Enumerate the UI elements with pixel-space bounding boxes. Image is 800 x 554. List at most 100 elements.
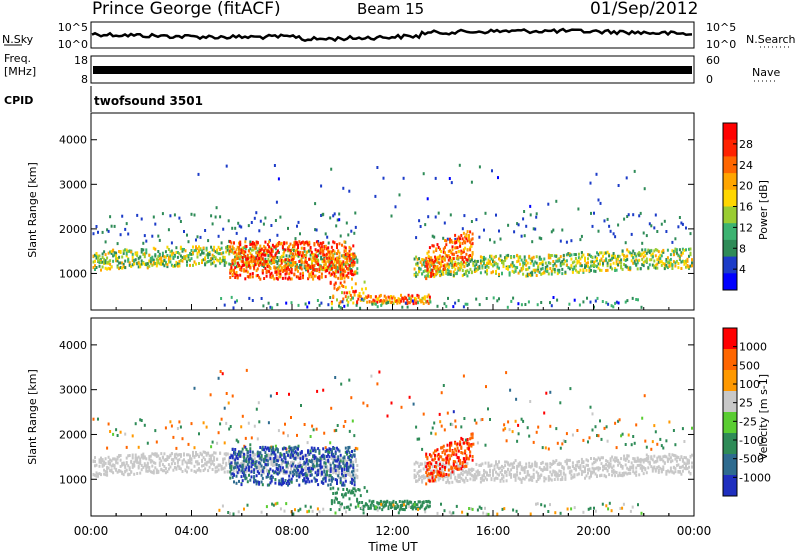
data-cell [674,470,677,474]
data-cell [297,462,300,466]
data-cell [615,459,618,463]
data-cell [659,257,662,261]
data-cell [332,270,335,274]
data-cell [294,472,297,476]
data-cell [564,460,567,464]
data-cell [217,259,220,263]
data-cell [582,253,585,257]
data-cell [253,267,256,271]
data-cell [290,271,293,275]
data-cell [432,244,435,248]
data-cell [276,472,279,476]
data-cell [149,257,152,260]
data-cell [250,260,253,264]
data-cell [243,251,245,255]
data-cell [222,461,225,465]
data-cell [666,260,669,264]
data-cell [210,262,213,266]
data-cell [656,266,659,270]
data-cell [334,469,337,473]
data-cell [351,419,354,423]
data-cell [161,456,164,460]
data-cell [356,474,359,478]
data-cell [519,262,522,266]
data-cell [234,272,237,276]
data-cell [293,472,296,476]
data-cell [192,454,194,458]
data-cell [332,467,335,471]
data-cell [262,222,265,226]
data-cell [226,470,229,474]
data-cell [151,255,154,259]
data-cell [629,251,632,255]
data-cell [154,466,157,470]
data-cell [471,242,474,246]
data-cell [94,460,96,463]
data-cell [320,214,323,217]
data-cell [470,180,473,184]
data-cell [220,246,223,250]
data-cell [333,212,336,216]
data-cell [577,252,580,256]
data-cell [511,261,514,265]
data-cell [268,483,271,487]
data-cell [630,252,633,256]
data-cell [92,260,95,264]
data-cell [561,267,564,271]
data-cell [347,462,350,466]
data-cell [271,249,274,253]
data-cell [284,422,286,426]
data-cell [666,248,669,252]
data-cell [151,464,154,468]
data-cell [630,254,633,258]
data-cell [662,455,665,459]
data-cell [460,249,463,253]
data-cell [368,300,371,304]
data-cell [152,262,155,266]
data-cell [115,428,118,432]
data-cell [324,253,327,257]
data-cell [507,420,510,424]
data-cell [369,295,372,299]
data-cell [417,301,420,305]
data-cell [424,275,427,279]
data-cell [514,269,517,273]
data-cell [680,465,683,469]
data-cell [559,264,562,268]
data-cell [597,198,600,202]
data-cell [571,464,574,468]
data-cell [282,254,285,258]
data-cell [244,464,247,468]
data-cell [416,471,419,475]
data-cell [354,270,357,274]
data-cell [113,466,116,470]
data-cell [292,470,294,474]
data-cell [173,462,176,466]
data-cell [211,461,214,465]
data-cell [452,273,455,277]
data-cell [211,261,214,265]
data-cell [173,254,176,258]
data-cell [501,468,503,472]
data-cell [436,256,439,260]
data-cell [290,261,292,265]
data-cell [304,264,307,268]
data-cell [231,258,234,262]
data-cell [626,215,629,218]
data-cell [576,463,579,467]
data-cell [647,248,650,252]
data-cell [461,262,464,266]
data-cell [326,465,329,469]
data-cell [481,462,484,466]
data-cell [605,251,608,255]
data-cell [176,427,179,430]
data-cell [273,471,276,475]
data-cell [305,240,308,244]
data-cell [253,265,256,269]
data-cell [416,437,419,441]
data-cell [290,450,293,454]
data-cell [621,474,624,478]
data-cell [325,473,328,477]
data-cell [261,466,264,470]
data-cell [100,261,102,264]
